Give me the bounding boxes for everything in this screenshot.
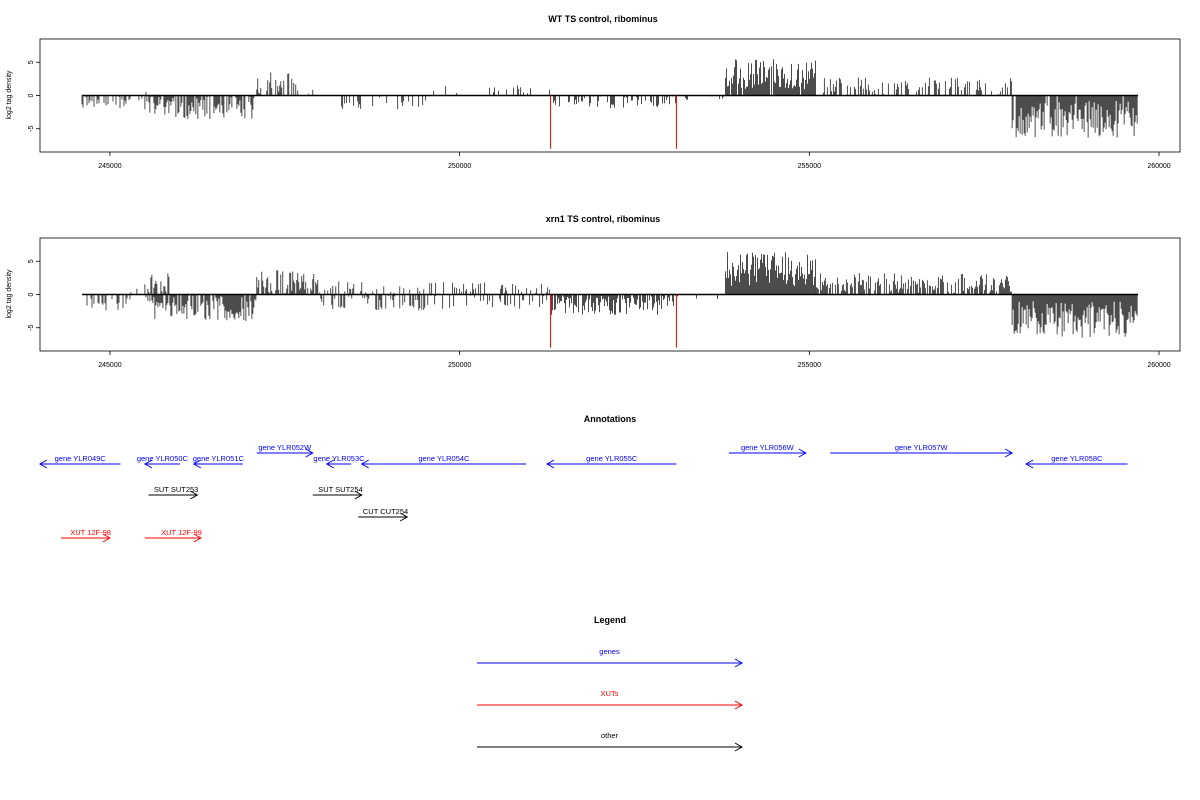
panel-title: WT TS control, ribominus: [548, 14, 658, 24]
legend-items: genes XUTs other: [477, 647, 744, 752]
feature-label: gene YLR055C: [586, 454, 638, 463]
axes: 245000 250000 255000 260000 5 0 -5: [28, 60, 1171, 170]
arrow-head: [798, 448, 807, 458]
signal-bars: [81, 252, 1139, 348]
legend-label: other: [601, 731, 619, 740]
arrow-head: [102, 533, 111, 543]
wt-signal-panel: WT TS control, ribominus log2 tag densit…: [6, 14, 1181, 170]
x-tick-label: 250000: [448, 163, 471, 170]
arrow-head: [143, 459, 153, 469]
legend-label: XUTs: [601, 689, 619, 698]
signal-bars: [81, 59, 1139, 149]
y-axis-label: log2 tag density: [6, 269, 13, 319]
arrow-head: [734, 742, 744, 752]
arrow-head: [734, 700, 744, 710]
feature-label: gene YLR049C: [55, 454, 107, 463]
y-tick-label: 0: [28, 292, 35, 296]
feature-label: SUT SUT254: [318, 485, 362, 494]
arrow-head: [546, 459, 555, 469]
y-tick-label: 0: [28, 93, 35, 97]
arrow-head: [734, 658, 744, 668]
y-tick-label: 5: [28, 259, 35, 263]
annotation-features: gene YLR049C gene YLR050C gene YLR051C gene…: [38, 443, 1128, 543]
feature-label: gene YLR056W: [741, 443, 795, 452]
legend-label: genes: [599, 647, 620, 656]
feature-label: SUT SUT253: [154, 485, 198, 494]
annotation-track: Annotations gene YLR049C gene YLR050C gene…: [38, 414, 1128, 543]
legend-title: Legend: [594, 615, 626, 625]
feature-label: XUT 12F-99: [161, 528, 202, 537]
x-tick-label: 245000: [98, 163, 121, 170]
panel-title: xrn1 TS control, ribominus: [546, 214, 661, 224]
legend: Legend genes XUTs other: [477, 615, 744, 752]
arrow-head: [190, 490, 199, 500]
arrow-head: [192, 459, 202, 469]
feature-label: gene YLR053C: [313, 454, 365, 463]
x-tick-label: 245000: [98, 362, 121, 369]
arrow-head: [399, 512, 409, 522]
arrow-head: [360, 459, 369, 469]
x-tick-label: 260000: [1147, 362, 1170, 369]
axes: 245000 250000 255000 260000 5 0 -5: [28, 259, 1171, 369]
arrow-head: [354, 490, 363, 500]
feature-label: gene YLR051C: [193, 454, 245, 463]
feature-label: gene YLR057W: [895, 443, 949, 452]
y-axis-label: log2 tag density: [6, 70, 13, 120]
x-tick-label: 250000: [448, 362, 471, 369]
feature-label: gene YLR058C: [1051, 454, 1103, 463]
y-tick-label: -5: [28, 325, 35, 331]
y-tick-label: -5: [28, 126, 35, 132]
y-tick-label: 5: [28, 60, 35, 64]
arrow-head: [305, 448, 314, 458]
arrow-head: [1025, 459, 1034, 469]
arrow-head: [1004, 448, 1014, 458]
x-tick-label: 260000: [1147, 163, 1170, 170]
feature-label: gene YLR050C: [137, 454, 189, 463]
arrow-head: [38, 459, 48, 469]
arrow-head: [325, 459, 334, 469]
feature-label: gene YLR054C: [418, 454, 470, 463]
xrn1-signal-panel: xrn1 TS control, ribominus log2 tag dens…: [6, 214, 1181, 369]
feature-label: CUT CUT254: [363, 507, 408, 516]
feature-label: gene YLR052W: [258, 443, 312, 452]
annotations-title: Annotations: [584, 414, 637, 424]
x-tick-label: 255000: [798, 362, 821, 369]
feature-label: XUT 12F-98: [70, 528, 111, 537]
arrow-head: [193, 533, 202, 543]
x-tick-label: 255000: [798, 163, 821, 170]
